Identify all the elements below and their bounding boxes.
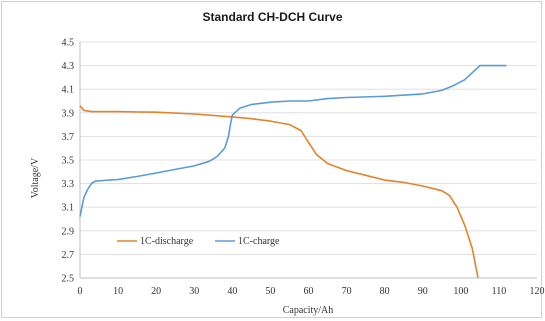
y-axis-label: Voltage/V: [30, 157, 41, 198]
series-line-charge: [79, 64, 507, 217]
legend-label-charge: 1C-charge: [238, 236, 280, 247]
x-tick-label: 0: [78, 286, 83, 297]
x-tick-label: 120: [530, 286, 545, 297]
y-tick-label: 3.5: [62, 156, 75, 167]
series-line-discharge: [79, 105, 479, 279]
x-tick-labels: 0 10 20 30 40 50 60 70 80 90 100 110 120: [78, 286, 545, 297]
y-tick-label: 3.7: [62, 132, 75, 143]
x-tick-label: 60: [304, 286, 314, 297]
x-tick-label: 80: [380, 286, 390, 297]
y-tick-label: 2.5: [62, 274, 75, 285]
y-tick-label: 4.3: [62, 61, 75, 72]
series-lines: [79, 64, 507, 279]
legend: 1C-discharge 1C-charge: [117, 236, 280, 247]
x-axis-label: Capacity/Ah: [283, 305, 334, 316]
legend-label-discharge: 1C-discharge: [140, 236, 194, 247]
axes: [79, 42, 537, 279]
x-tick-label: 100: [453, 286, 468, 297]
y-tick-label: 2.9: [62, 226, 75, 237]
y-tick-label: 4.5: [62, 38, 75, 49]
x-tick-label: 40: [227, 286, 237, 297]
y-tick-label: 3.9: [62, 108, 75, 119]
y-tick-label: 3.1: [62, 203, 75, 214]
y-tick-label: 2.7: [62, 250, 75, 261]
y-tick-label: 3.3: [62, 179, 75, 190]
x-tick-label: 10: [113, 286, 123, 297]
y-tick-labels: 2.5 2.7 2.9 3.1 3.3 3.5 3.7 3.9 4.1 4.3 4.5: [62, 38, 75, 285]
x-tick-label: 90: [418, 286, 428, 297]
y-tick-label: 4.1: [62, 85, 75, 96]
x-tick-label: 70: [342, 286, 352, 297]
x-tick-label: 30: [189, 286, 199, 297]
x-tick-label: 50: [265, 286, 275, 297]
chart-title: Standard CH-DCH Curve: [202, 10, 343, 24]
x-tick-label: 20: [151, 286, 161, 297]
x-tick-label: 110: [492, 286, 507, 297]
